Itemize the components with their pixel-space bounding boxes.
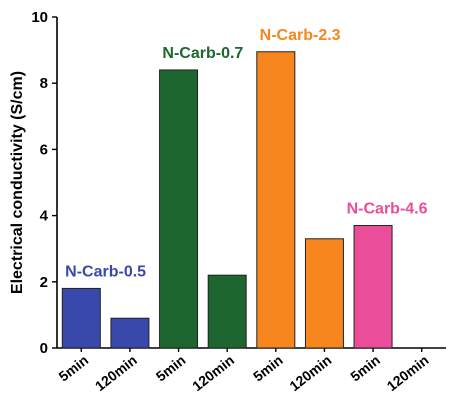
y-tick-label: 4: [40, 208, 49, 225]
x-tick-label: 5min: [250, 352, 286, 385]
x-tick-label: 120min: [189, 352, 237, 394]
bar: [61, 287, 101, 349]
x-tick-label: 120min: [92, 352, 140, 394]
x-tick-label: 5min: [153, 352, 189, 385]
group-label: N-Carb-4.6: [347, 201, 428, 218]
group-label: N-Carb-0.5: [65, 263, 146, 280]
y-tick-label: 0: [40, 340, 48, 357]
y-tick-label: 2: [40, 274, 48, 291]
x-tick-labels: 5min 120min 5min 120min 5min 120min 5min 120min: [56, 348, 432, 394]
y-axis-label: Electrical conductivity (S/cm): [9, 71, 26, 294]
bars: [61, 51, 393, 349]
y-tick-label: 8: [40, 75, 48, 92]
y-tick-label: 6: [40, 141, 48, 158]
bar: [159, 69, 199, 349]
bar: [207, 274, 247, 349]
bar: [353, 225, 393, 349]
x-tick-label: 120min: [286, 352, 334, 394]
x-tick-label: 5min: [56, 352, 92, 385]
bar: [304, 238, 344, 349]
bar: [110, 317, 150, 349]
group-label: N-Carb-0.7: [162, 45, 243, 62]
x-tick-label: 120min: [384, 352, 432, 394]
group-labels: N-Carb-0.5 N-Carb-0.7 N-Carb-2.3 N-Carb-4.6: [65, 27, 427, 281]
y-tick-label: 10: [31, 9, 48, 26]
bar: [256, 51, 296, 349]
x-tick-label: 5min: [347, 352, 383, 385]
group-label: N-Carb-2.3: [260, 27, 341, 44]
y-ticks: 0 2 4 6 8 10: [31, 9, 57, 357]
